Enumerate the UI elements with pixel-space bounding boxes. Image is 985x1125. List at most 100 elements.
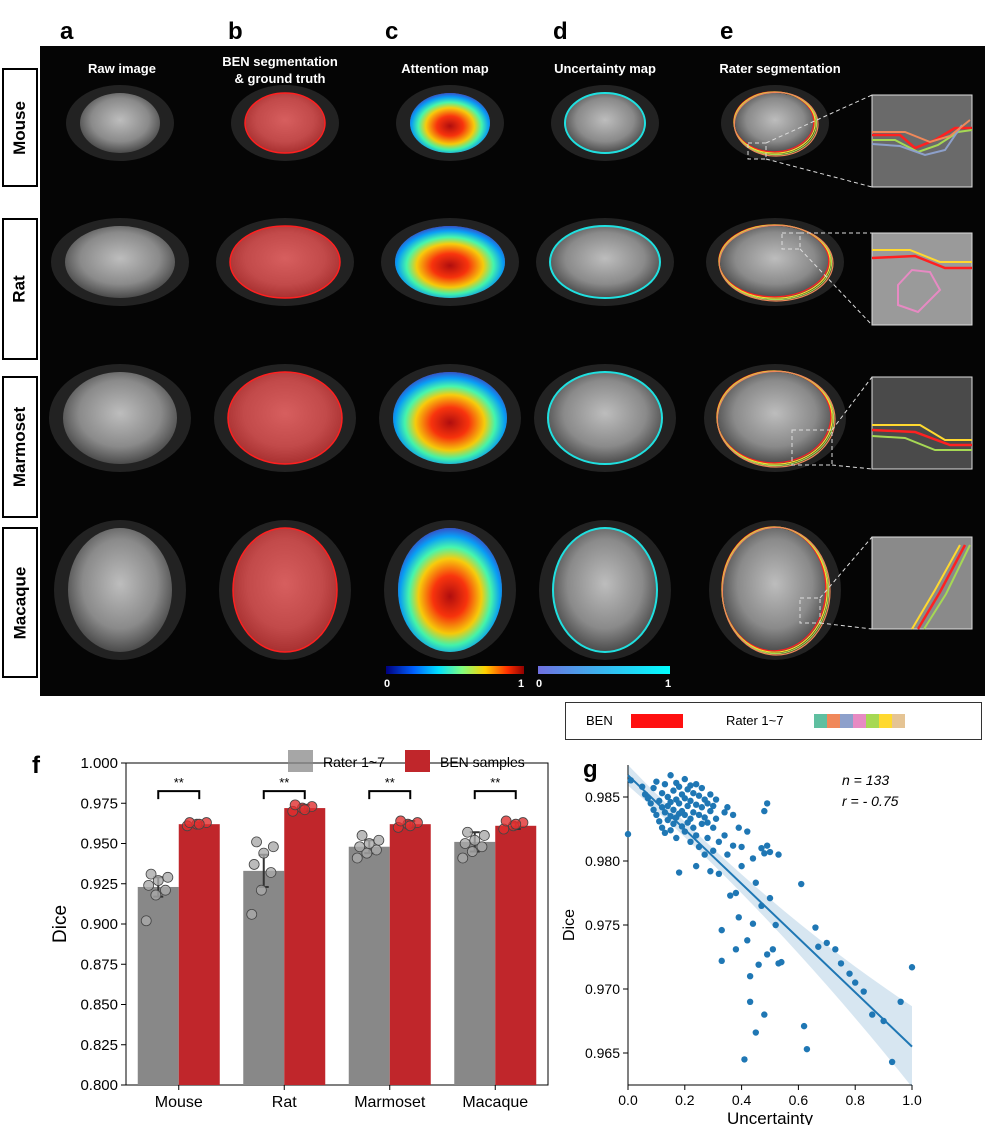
zoom-inset-macaque: [871, 536, 973, 630]
data-point: [251, 836, 262, 848]
uncertainty-colorbar-max: 1: [665, 678, 672, 690]
scatter-point: [758, 845, 765, 852]
uncertainty-outline-macaque: [552, 527, 658, 653]
panel-letter-g: g: [583, 756, 598, 783]
scatter-point: [738, 862, 745, 870]
scatter-point: [707, 807, 714, 815]
scatter-point: [846, 970, 853, 977]
data-point: [150, 889, 162, 901]
legend-rater-label: Rater 1~7: [726, 713, 784, 728]
brain-slice-rat: [720, 226, 830, 298]
scatter-point: [749, 855, 757, 862]
scatter-point: [803, 1045, 811, 1053]
scatter-point: [695, 792, 703, 799]
scatter-point: [735, 914, 742, 921]
data-point: [289, 799, 301, 811]
scatter-point: [766, 848, 774, 856]
x-tick-label: 0.6: [789, 1092, 809, 1108]
scatter-point: [744, 828, 751, 835]
scatter-point: [698, 784, 706, 792]
bar-rater-1-7: [348, 846, 390, 1085]
x-axis-label: Uncertainty: [727, 1109, 813, 1125]
zoom-inset-rat: [871, 232, 973, 326]
significance-bracket: [262, 790, 306, 800]
legend-swatch-ben: [405, 750, 430, 772]
x-tick-label: 1.0: [902, 1092, 922, 1108]
scatter-point: [624, 830, 632, 838]
ben-mask-macaque: [232, 527, 338, 653]
scatter-point: [644, 795, 652, 802]
scatter-point: [658, 824, 666, 831]
scatter-point: [675, 783, 683, 790]
legend-label-ben: BEN samples: [440, 754, 525, 770]
y-tick-label: 0.970: [585, 981, 620, 997]
scatter-point: [692, 801, 700, 808]
data-point: [351, 852, 363, 864]
y-tick-label: 0.850: [80, 997, 118, 1014]
panel-letter-b: b: [228, 18, 243, 45]
scatter-point: [670, 787, 677, 794]
scatter-point: [698, 820, 706, 828]
scatter-point: [763, 842, 771, 849]
scatter-point: [744, 937, 751, 944]
scatter-point: [721, 809, 728, 816]
panel-letter-a: a: [60, 18, 74, 45]
ben-mask-rat: [229, 225, 341, 299]
bar-ben-samples: [495, 825, 537, 1085]
scatter-point: [732, 946, 740, 953]
significance-marker: **: [385, 775, 395, 790]
data-point: [469, 834, 481, 846]
scatter-point: [690, 789, 697, 797]
scatter-point: [670, 820, 677, 828]
significance-marker: **: [490, 775, 500, 790]
annotation-n: n = 133: [842, 772, 889, 788]
scatter-point: [732, 889, 740, 897]
scatter-point: [627, 777, 635, 784]
scatter-point: [664, 793, 671, 801]
x-tick-label: Mouse: [155, 1094, 203, 1111]
scatter-point: [852, 979, 859, 986]
scatter-point: [681, 775, 688, 783]
scatter-point: [684, 802, 691, 810]
y-tick-label: 0.875: [80, 956, 118, 973]
brain-slice-mouse: [80, 93, 160, 153]
scatter-point: [712, 796, 720, 803]
data-point: [267, 841, 279, 853]
scatter-point: [692, 832, 700, 839]
scatter-point: [707, 791, 714, 798]
data-point: [459, 838, 471, 849]
scatter-point: [701, 814, 708, 821]
scatter-point: [888, 1058, 896, 1066]
bar-rater-1-7: [243, 870, 285, 1085]
data-point: [363, 838, 375, 849]
scatter-point: [647, 800, 654, 807]
scatter-point: [704, 800, 711, 807]
legend-rater-swatch-3: [840, 714, 853, 728]
scatter-point: [653, 778, 660, 785]
scatter-point: [729, 842, 737, 849]
data-point: [354, 841, 366, 853]
scatter-point: [656, 797, 663, 805]
dice-uncertainty-scatter: 0.0 0.2 0.4 0.6 0.8 1.0 0.965 0.970 0.975 0.980 0.…: [561, 764, 922, 1125]
y-tick-label: 0.925: [80, 876, 118, 893]
legend-ben-label: BEN: [586, 713, 613, 728]
scatter-point: [837, 960, 845, 967]
scatter-point: [775, 851, 782, 858]
significance-bracket: [368, 790, 412, 800]
legend-rater-swatch-6: [879, 714, 892, 728]
scatter-point: [880, 1017, 887, 1025]
x-tick-label: Rat: [272, 1094, 297, 1111]
brain-slice-macaque: [723, 528, 827, 652]
brain-slice-mouse: [735, 93, 815, 153]
scatter-point: [718, 926, 725, 934]
brain-slice-marmoset: [718, 372, 832, 464]
scatter-point: [738, 843, 745, 851]
scatter-point: [735, 824, 742, 831]
scatter-point: [667, 798, 674, 806]
brain-slice-macaque: [553, 528, 657, 652]
y-tick-label: 0.900: [80, 916, 118, 933]
brain-slice-rat: [65, 226, 175, 298]
rater-outline-macaque-4: [721, 526, 831, 656]
scatter-point: [687, 782, 694, 789]
scatter-point: [798, 880, 805, 888]
